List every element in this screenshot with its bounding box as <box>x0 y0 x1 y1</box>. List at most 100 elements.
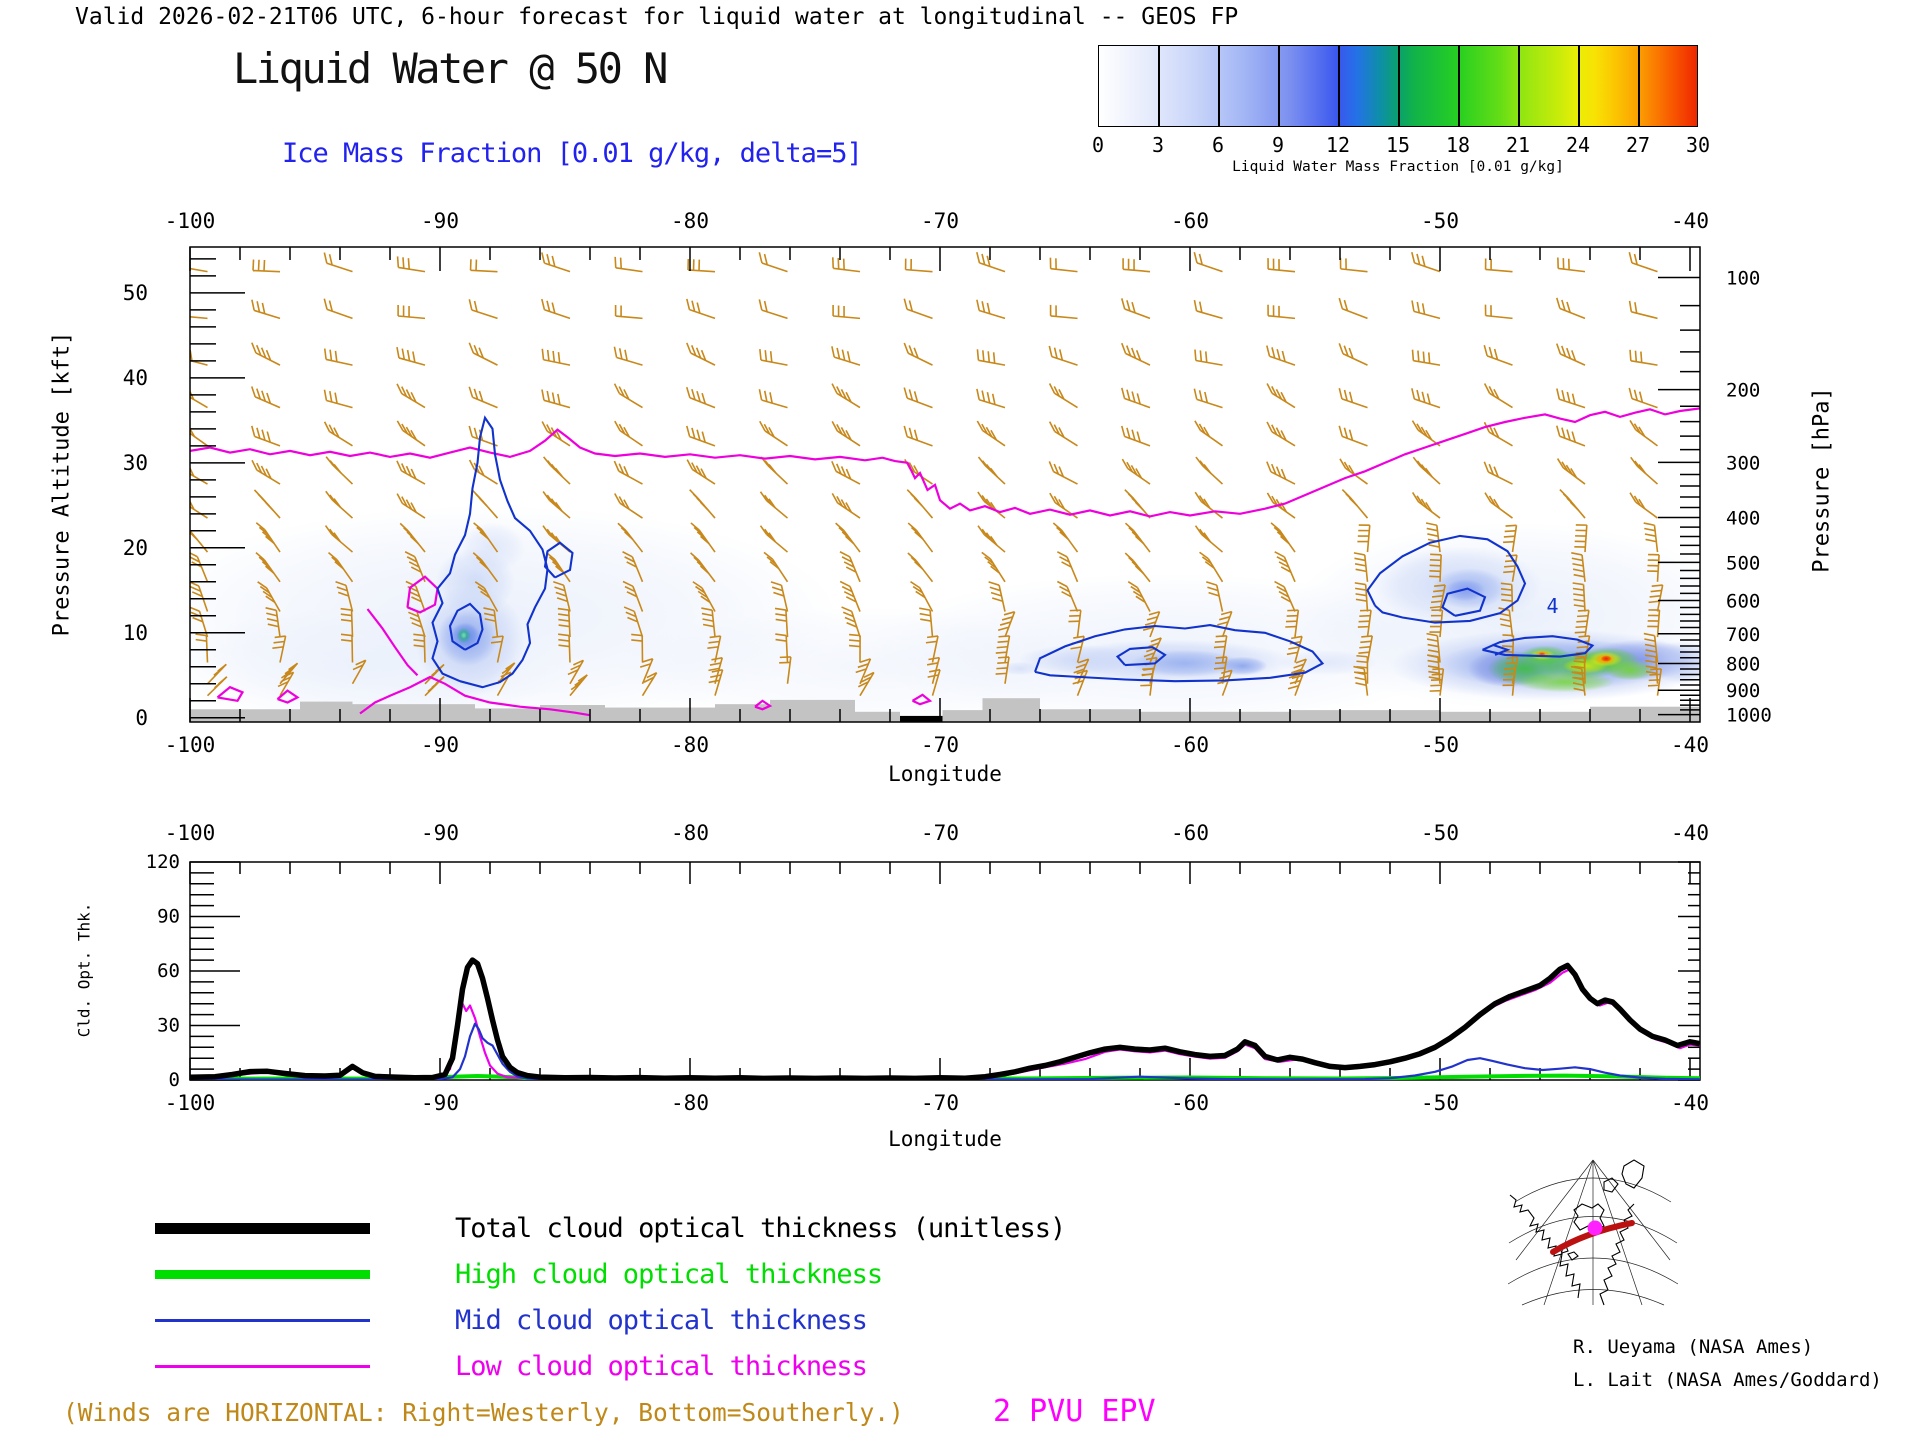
legend-swatch-high <box>155 1269 370 1279</box>
colorbar-divider <box>1278 45 1280 127</box>
svg-text:0: 0 <box>169 1069 180 1091</box>
wind-barb <box>340 607 354 638</box>
wind-barb <box>841 606 861 638</box>
wind-barb <box>206 676 228 697</box>
wind-barb <box>903 425 933 447</box>
wind-barb <box>1502 667 1516 696</box>
lower-axis-labels: -100 -100 -90 -90 -80 -80 -70 -70 -60 -60 -50 -50 -4… <box>146 821 1709 1115</box>
wind-barb <box>1266 421 1296 447</box>
wind-barb <box>623 606 644 638</box>
svg-text:-40: -40 <box>1671 209 1709 233</box>
wind-barb <box>1556 388 1586 409</box>
ice-contour-line <box>1034 624 1325 683</box>
terrain-segment <box>942 710 983 722</box>
svg-text:90: 90 <box>157 906 180 928</box>
wind-barb <box>468 342 498 366</box>
wind-barb <box>1425 522 1441 553</box>
pv-contour-line <box>190 407 1700 518</box>
colorbar-tick-label: 6 <box>1211 133 1225 157</box>
terrain-segment <box>770 699 855 722</box>
terrain-segment <box>352 704 475 722</box>
wind-barb <box>759 349 788 366</box>
wind-barb <box>759 491 789 519</box>
wind-barb <box>976 388 1006 409</box>
wind-barb <box>775 633 789 663</box>
wind-barb <box>763 551 789 583</box>
svg-text:800: 800 <box>1726 653 1760 675</box>
colorbar-tick-label: 15 <box>1385 133 1411 157</box>
wind-barb <box>190 427 208 447</box>
wind-barb <box>190 529 209 553</box>
wind-barb <box>1267 304 1296 320</box>
wind-barb <box>396 420 426 447</box>
wind-barb <box>831 492 861 519</box>
svg-text:900: 900 <box>1726 680 1760 702</box>
wind-barb <box>995 656 1010 684</box>
wind-barb <box>1142 610 1161 638</box>
svg-text:500: 500 <box>1726 552 1760 574</box>
winds-orientation-note: (Winds are HORIZONTAL: Right=Westerly, B… <box>63 1398 904 1427</box>
legend-item-mid: Mid cloud optical thickness <box>155 1297 868 1343</box>
wind-barb <box>1199 551 1224 583</box>
colorbar-tick-label: 0 <box>1091 133 1105 157</box>
svg-text:-70: -70 <box>921 821 959 845</box>
wind-barb <box>614 493 643 519</box>
terrain-profile <box>190 698 1700 722</box>
svg-text:-60: -60 <box>1171 821 1209 845</box>
wind-barb <box>1411 420 1441 447</box>
svg-text:700: 700 <box>1726 624 1760 646</box>
colorbar-divider <box>1398 45 1400 127</box>
wind-barb <box>614 305 643 320</box>
wind-barb <box>1483 344 1513 366</box>
svg-text:-40: -40 <box>1671 1091 1709 1115</box>
wind-barb <box>251 459 281 485</box>
svg-text:120: 120 <box>146 851 180 873</box>
wind-barb <box>1559 489 1586 519</box>
wind-barb <box>272 635 287 663</box>
shading-blob <box>1000 661 1040 676</box>
wind-barb <box>251 425 281 447</box>
wind-barb <box>1353 552 1369 582</box>
svg-text:-50: -50 <box>1421 733 1459 757</box>
wind-barb <box>328 552 354 583</box>
svg-text:100: 100 <box>1726 268 1760 290</box>
wind-barb <box>907 522 934 553</box>
wind-barb <box>1338 297 1368 320</box>
wind-barb <box>265 607 281 638</box>
colorbar-tick-label: 21 <box>1505 133 1531 157</box>
wind-barb <box>1285 609 1300 638</box>
pv-contour-line <box>754 699 773 711</box>
wind-barb <box>257 581 281 612</box>
pv-contour-line <box>359 675 591 717</box>
curve-mid <box>190 1022 1700 1080</box>
wind-barb <box>1049 257 1078 273</box>
wind-barb <box>1068 609 1082 638</box>
wind-barb <box>849 633 861 663</box>
colorbar-tick-label: 24 <box>1565 133 1591 157</box>
wind-barb <box>919 607 934 638</box>
wind-barb <box>1121 298 1151 320</box>
wind-barb <box>1411 300 1441 320</box>
colorbar-tick-label: 18 <box>1445 133 1471 157</box>
svg-text:200: 200 <box>1726 380 1760 402</box>
svg-text:30: 30 <box>157 1015 180 1037</box>
wind-barb <box>1266 461 1296 485</box>
legend-item-high: High cloud optical thickness <box>155 1251 883 1297</box>
credit-line-2: L. Lait (NASA Ames/Goddard) <box>1573 1369 1882 1391</box>
wind-barb <box>613 346 643 366</box>
sea-segment <box>900 716 943 722</box>
svg-text:30: 30 <box>123 451 148 475</box>
wind-barb <box>1557 257 1586 273</box>
optical-thickness-curves <box>190 957 1700 1080</box>
wind-barb <box>1048 461 1078 485</box>
wind-barb <box>1341 489 1369 519</box>
wind-barb <box>472 552 499 583</box>
wind-barb <box>567 659 585 685</box>
x-axis-title-longitude-main: Longitude <box>888 762 1002 786</box>
wind-barb <box>553 581 571 612</box>
wind-barb <box>1484 492 1513 519</box>
wind-barb <box>1338 343 1368 366</box>
svg-text:50: 50 <box>123 281 148 305</box>
wind-barb <box>707 635 722 663</box>
